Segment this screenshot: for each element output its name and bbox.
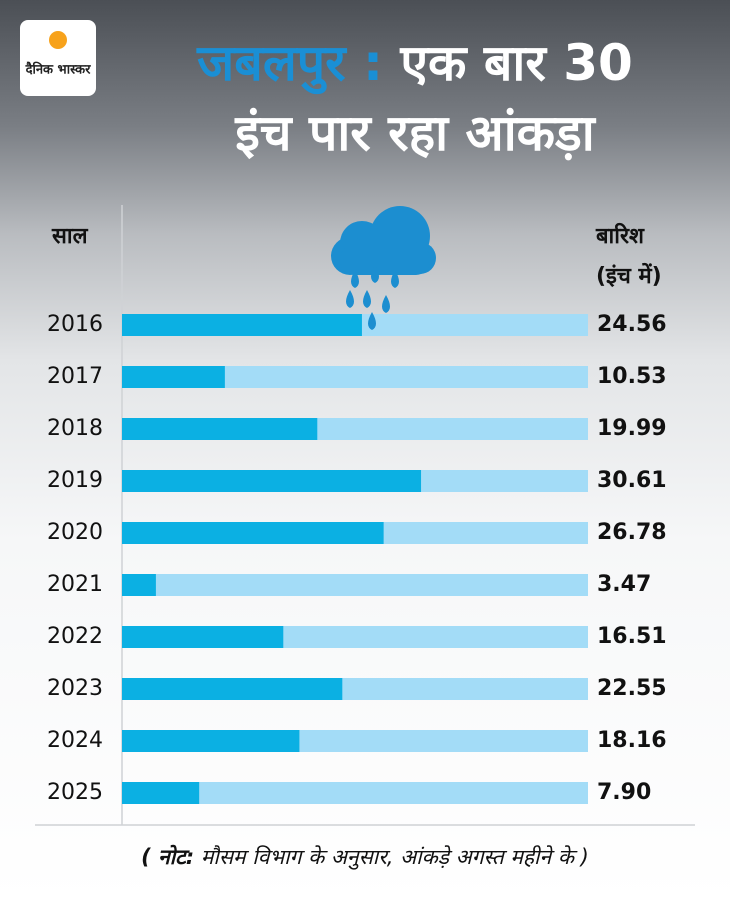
value-header: बारिश: [595, 222, 645, 249]
bar: [122, 522, 384, 544]
title: जबलपुर : एक बार 30: [120, 38, 710, 88]
bar: [122, 314, 362, 336]
category-label: 2017: [47, 364, 103, 389]
title: इंच पार रहा आंकड़ा: [120, 108, 710, 158]
note-text: मौसम विभाग के अनुसार, आंकड़े अगस्त महीने…: [201, 845, 589, 870]
value-label: 30.61: [597, 468, 667, 493]
bar: [122, 626, 284, 648]
bar: [122, 678, 343, 700]
bar: [122, 470, 422, 492]
category-label: 2022: [47, 624, 103, 649]
value-label: 22.55: [597, 676, 667, 701]
value-label: 3.47: [597, 572, 651, 597]
category-header: साल: [51, 224, 89, 249]
bar: [122, 574, 156, 596]
category-label: 2018: [47, 416, 103, 441]
note-label: ( नोट:: [141, 844, 194, 869]
bar-track: [122, 574, 588, 596]
bar: [122, 418, 318, 440]
category-label: 2023: [47, 676, 103, 701]
logo-text: दैनिक भास्कर: [25, 62, 92, 78]
category-label: 2019: [47, 468, 103, 493]
title-line: इंच पार रहा आंकड़ा: [235, 104, 595, 162]
title-highlight: जबलपुर :: [197, 34, 383, 92]
category-label: 2020: [47, 520, 103, 545]
note: ( नोट: मौसम विभाग के अनुसार, आंकड़े अगस्…: [141, 844, 589, 870]
bar-track: [122, 366, 588, 388]
value-label: 24.56: [597, 312, 667, 337]
value-label: 10.53: [597, 364, 667, 389]
bar: [122, 730, 300, 752]
value-label: 7.90: [597, 780, 651, 805]
value-label: 19.99: [597, 416, 667, 441]
value-label: 26.78: [597, 520, 667, 545]
logo-box: [20, 20, 96, 96]
bar: [122, 782, 200, 804]
bar-track: [122, 782, 588, 804]
logo-sun: [49, 31, 67, 49]
value-header: (इंच में): [596, 262, 662, 289]
category-label: 2016: [47, 312, 103, 337]
category-label: 2021: [47, 572, 103, 597]
category-label: 2024: [47, 728, 103, 753]
value-label: 18.16: [597, 728, 667, 753]
value-label: 16.51: [597, 624, 667, 649]
title-line: एक बार 30: [400, 34, 633, 92]
rain-icon: [331, 206, 436, 330]
category-label: 2025: [47, 780, 103, 805]
bar: [122, 366, 225, 388]
